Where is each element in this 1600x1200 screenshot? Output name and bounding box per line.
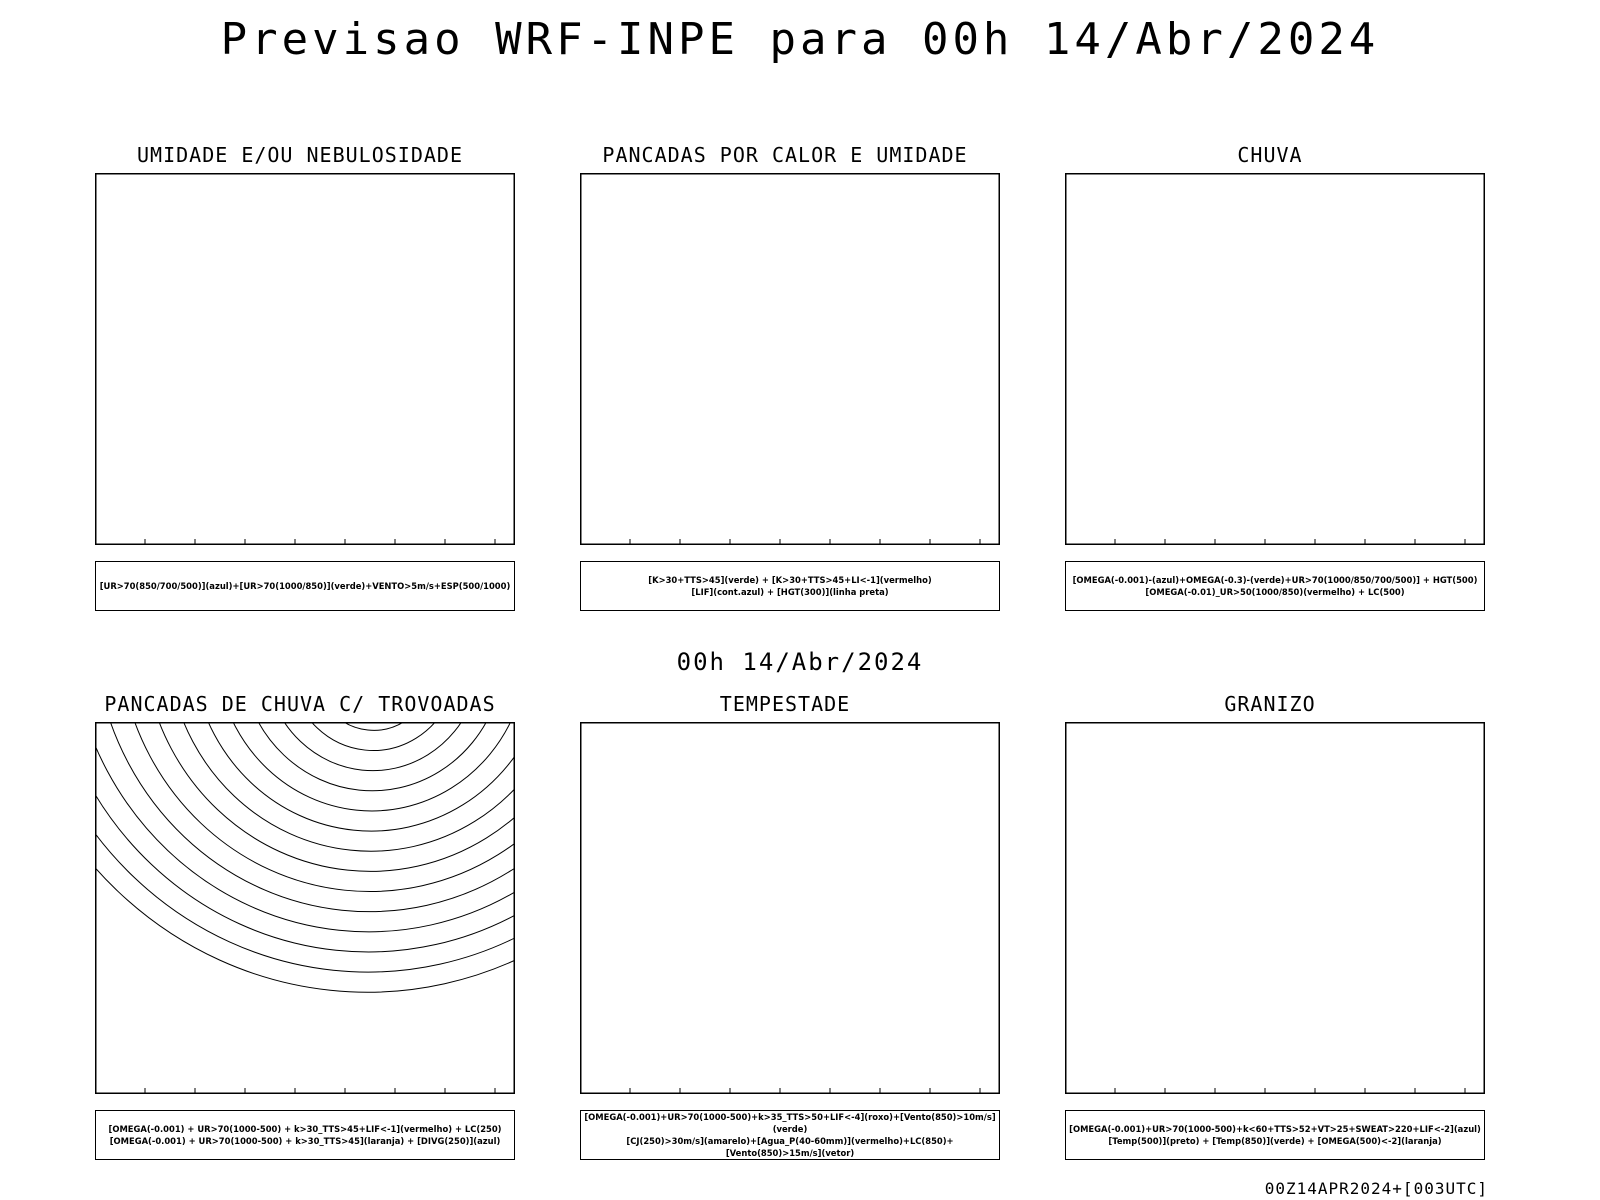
- streamline: [207, 722, 515, 832]
- map-background: [580, 722, 1000, 1094]
- map-background: [1065, 173, 1485, 545]
- panel-chuva: CHUVA 58858257657056455812S15S18S21S24S2…: [1030, 143, 1510, 633]
- map-frame: [1065, 173, 1485, 545]
- map-tempestade: 12S15S18S21S24S27S30S33S36S39S42S70W65W6…: [580, 722, 1000, 1094]
- panel-tempestade: TEMPESTADE 12S15S18S21S24S27S30S33S36S39…: [545, 692, 1025, 1182]
- map-background: [580, 173, 1000, 545]
- panel-legend: [UR>70(850/700/500)](azul)+[UR>70(1000/8…: [95, 561, 515, 611]
- panel-title: PANCADAS POR CALOR E UMIDADE: [602, 143, 968, 167]
- main-title: Previsao WRF-INPE para 00h 14/Abr/2024: [220, 14, 1380, 65]
- map-background: [95, 173, 515, 545]
- panel-legend: [OMEGA(-0.001)+UR>70(1000-500)+k>35_TTS>…: [580, 1110, 1000, 1160]
- legend-line: [OMEGA(-0.001)+UR>70(1000-500)+k>35_TTS>…: [584, 1112, 996, 1134]
- map-chuva: 58858257657056455812S15S18S21S24S27S30S3…: [1065, 173, 1485, 545]
- panel-title: CHUVA: [1237, 143, 1303, 167]
- legend-line: [OMEGA(-0.001) + UR>70(1000-500) + k>30_…: [108, 1124, 502, 1134]
- run-identifier: 00Z14APR2024+[003UTC]: [1264, 1179, 1488, 1198]
- panel-title: PANCADAS DE CHUVA C/ TROVOADAS: [104, 692, 496, 716]
- streamline: [95, 743, 515, 933]
- panel-title: GRANIZO: [1224, 692, 1316, 716]
- map-background: [1065, 722, 1485, 1094]
- map-granizo: 12151821-3-612S15S18S21S24S27S30S33S36S3…: [1065, 722, 1485, 1094]
- panel-trovoadas: PANCADAS DE CHUVA C/ TROVOADAS 12S15S18S…: [60, 692, 540, 1182]
- panel-title: TEMPESTADE: [719, 692, 851, 716]
- map-background: [95, 722, 515, 1094]
- legend-line: [Temp(500)](preto) + [Temp(850)](verde) …: [1108, 1136, 1442, 1146]
- map-trovoadas: 12S15S18S21S24S27S30S33S36S39S42S70W65W6…: [95, 722, 515, 1094]
- map-frame: [580, 722, 1000, 1094]
- streamline: [158, 722, 515, 872]
- legend-line: [OMEGA(-0.01)_UR>50(1000/850)(vermelho) …: [1145, 587, 1405, 597]
- streamline: [134, 722, 515, 893]
- streamline: [343, 722, 405, 731]
- legend-line: [UR>70(850/700/500)](azul)+[UR>70(1000/8…: [99, 581, 511, 591]
- legend-line: [OMEGA(-0.001)-(azul)+OMEGA(-0.3)-(verde…: [1072, 575, 1478, 585]
- legend-line: [LIF](cont.azul) + [HGT(300)](linha pret…: [691, 587, 889, 597]
- panel-granizo: GRANIZO 12151821-3-612S15S18S21S24S27S30…: [1030, 692, 1510, 1182]
- panel-title: UMIDADE E/OU NEBULOSIDADE: [136, 143, 464, 167]
- legend-line: [K>30+TTS>45](verde) + [K>30+TTS>45+LI<-…: [648, 575, 932, 585]
- streamline: [257, 722, 487, 792]
- streamline: [95, 793, 515, 953]
- map-frame: [95, 722, 515, 1094]
- legend-line: [OMEGA(-0.001) + UR>70(1000-500) + k>30_…: [109, 1136, 501, 1146]
- streamline: [95, 832, 515, 973]
- streamline: [232, 722, 512, 812]
- panel-legend: [OMEGA(-0.001)-(azul)+OMEGA(-0.3)-(verde…: [1065, 561, 1485, 611]
- panel-umidade: UMIDADE E/OU NEBULOSIDADE 10121016100810…: [60, 143, 540, 633]
- panel-legend: [K>30+TTS>45](verde) + [K>30+TTS>45+LI<-…: [580, 561, 1000, 611]
- streamline: [109, 722, 515, 913]
- legend-line: [OMEGA(-0.001)+UR>70(1000-500)+k<60+TTS>…: [1069, 1124, 1481, 1134]
- panel-legend: [OMEGA(-0.001) + UR>70(1000-500) + k>30_…: [95, 1110, 515, 1160]
- map-frame: [1065, 722, 1485, 1094]
- map-frame: [580, 173, 1000, 545]
- panel-pancadas-calor: PANCADAS POR CALOR E UMIDADE 96009680952…: [545, 143, 1025, 633]
- panel-legend: [OMEGA(-0.001)+UR>70(1000-500)+k<60+TTS>…: [1065, 1110, 1485, 1160]
- streamline: [95, 866, 515, 993]
- map-umidade: 1012101610081020102410285705765645825525…: [95, 173, 515, 545]
- map-frame: [95, 173, 515, 545]
- forecast-time-title: 00h 14/Abr/2024: [676, 648, 924, 676]
- map-pancadas-calor: 96009680952094409280956012S15S18S21S24S2…: [580, 173, 1000, 545]
- streamline: [283, 722, 462, 772]
- legend-line: [CJ(250)>30m/s](amarelo)+[Agua_P(40-60mm…: [626, 1136, 954, 1158]
